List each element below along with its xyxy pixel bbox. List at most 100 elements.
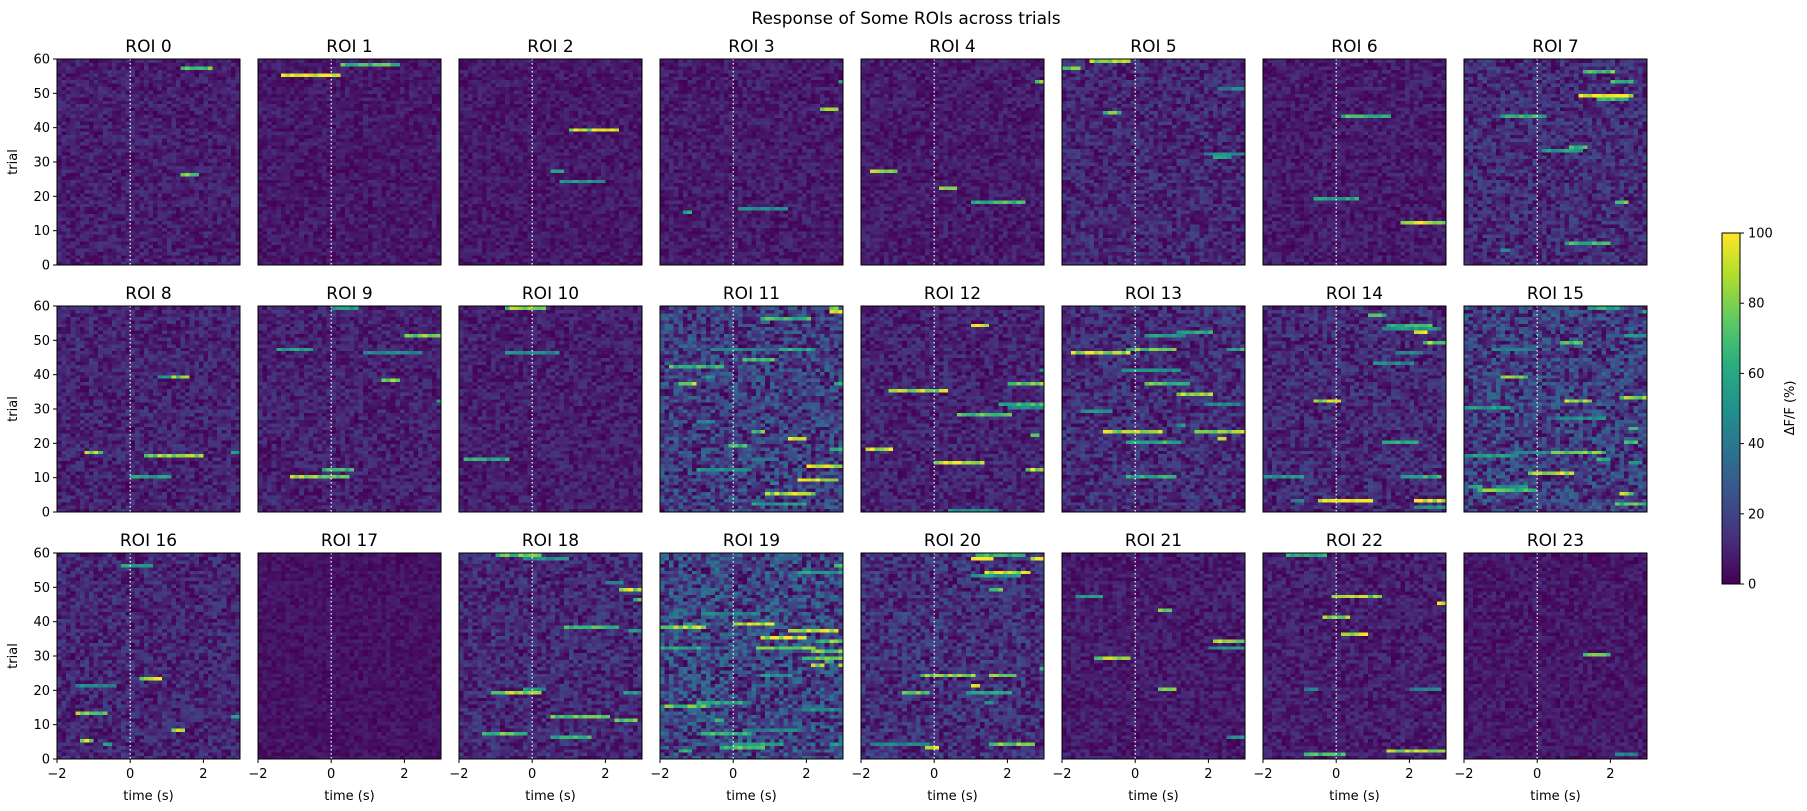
heatmap-cell — [222, 189, 227, 193]
heatmap-cell — [94, 162, 99, 166]
heatmap-cell — [176, 162, 181, 166]
heatmap-cell — [107, 86, 112, 90]
heatmap-cell — [176, 248, 181, 252]
heatmap-cell — [84, 217, 89, 221]
heatmap-cell — [181, 59, 186, 63]
heatmap-cell — [226, 203, 231, 207]
heatmap-cell — [98, 238, 103, 242]
heatmap-cell — [231, 59, 236, 63]
heatmap-cell — [57, 128, 62, 132]
heatmap-cell — [176, 66, 181, 70]
heatmap-cell — [171, 131, 176, 135]
heatmap-cell — [208, 93, 213, 97]
heatmap-cell — [121, 148, 126, 152]
heatmap-cell — [84, 220, 89, 224]
heatmap-cell — [103, 138, 108, 142]
heatmap-cell — [57, 86, 62, 90]
heatmap-cell — [71, 86, 76, 90]
heatmap-cell — [194, 224, 199, 228]
heatmap-cell — [103, 234, 108, 238]
heatmap-cell — [217, 93, 222, 97]
heatmap-cell — [144, 193, 149, 197]
heatmap-cell — [130, 234, 135, 238]
heatmap-cell — [149, 152, 154, 156]
heatmap-cell — [176, 83, 181, 87]
heatmap-cell — [62, 104, 67, 108]
heatmap-cell — [112, 238, 117, 242]
heatmap-cell — [213, 83, 218, 87]
heatmap-cell — [103, 121, 108, 125]
heatmap-cell — [158, 244, 163, 248]
heatmap-cell — [149, 73, 154, 77]
heatmap-cell — [94, 169, 99, 173]
heatmap-cell — [185, 80, 190, 84]
heatmap-cell — [185, 90, 190, 94]
heatmap-cell — [62, 234, 67, 238]
heatmap-cell — [231, 80, 236, 84]
heatmap-cell — [208, 217, 213, 221]
heatmap-cell — [162, 176, 167, 180]
heatmap-cell — [158, 162, 163, 166]
heatmap-cell — [149, 217, 154, 221]
heatmap-cell — [167, 111, 172, 115]
heatmap-cell — [139, 162, 144, 166]
heatmap-cell — [226, 169, 231, 173]
heatmap-cell — [158, 241, 163, 245]
heatmap-cell — [107, 138, 112, 142]
heatmap-cell — [171, 241, 176, 245]
heatmap-cell — [149, 86, 154, 90]
heatmap-cell — [181, 117, 186, 121]
heatmap-cell — [112, 234, 117, 238]
heatmap-cell — [176, 210, 181, 214]
heatmap-cell — [98, 121, 103, 125]
heatmap-cell — [167, 220, 172, 224]
heatmap-cell — [226, 97, 231, 101]
heatmap-cell — [213, 241, 218, 245]
heatmap-cell — [71, 189, 76, 193]
heatmap-cell — [176, 97, 181, 101]
heatmap-cell — [208, 62, 213, 66]
heatmap-cell — [98, 165, 103, 169]
heatmap-cell — [217, 238, 222, 242]
heatmap-cell — [112, 104, 117, 108]
heatmap-cell — [226, 100, 231, 104]
heatmap-cell — [208, 220, 213, 224]
heatmap-cell — [66, 176, 71, 180]
heatmap-cell — [103, 114, 108, 118]
heatmap-cell — [112, 117, 117, 121]
heatmap-cell — [217, 251, 222, 255]
heatmap-cell — [121, 59, 126, 63]
heatmap-cell — [112, 121, 117, 125]
heatmap-cell — [135, 241, 140, 245]
heatmap-cell — [149, 200, 154, 204]
heatmap-cell — [98, 227, 103, 231]
heatmap-cell — [103, 189, 108, 193]
heatmap-cell — [176, 145, 181, 149]
heatmap-cell — [176, 62, 181, 66]
heatmap-cell — [103, 238, 108, 242]
heatmap-cell — [139, 62, 144, 66]
heatmap-cell — [98, 203, 103, 207]
heatmap-cell — [222, 159, 227, 163]
heatmap-cell — [107, 141, 112, 145]
heatmap-cell — [135, 111, 140, 115]
heatmap-cell — [217, 86, 222, 90]
heatmap-cell — [208, 59, 213, 63]
heatmap-cell — [185, 97, 190, 101]
heatmap-cell — [226, 76, 231, 80]
heatmap-cell — [66, 162, 71, 166]
heatmap-cell — [135, 217, 140, 221]
heatmap-cell — [222, 241, 227, 245]
heatmap-cell — [103, 162, 108, 166]
heatmap-cell — [208, 238, 213, 242]
heatmap-cell — [194, 183, 199, 187]
heatmap-cell — [89, 145, 94, 149]
heatmap-cell — [199, 66, 204, 70]
heatmap-cell — [217, 203, 222, 207]
heatmap-cell — [203, 203, 208, 207]
heatmap-cell — [57, 124, 62, 128]
heatmap-cell — [213, 210, 218, 214]
heatmap-cell — [116, 97, 121, 101]
heatmap-cell — [226, 135, 231, 139]
heatmap-cell — [116, 117, 121, 121]
